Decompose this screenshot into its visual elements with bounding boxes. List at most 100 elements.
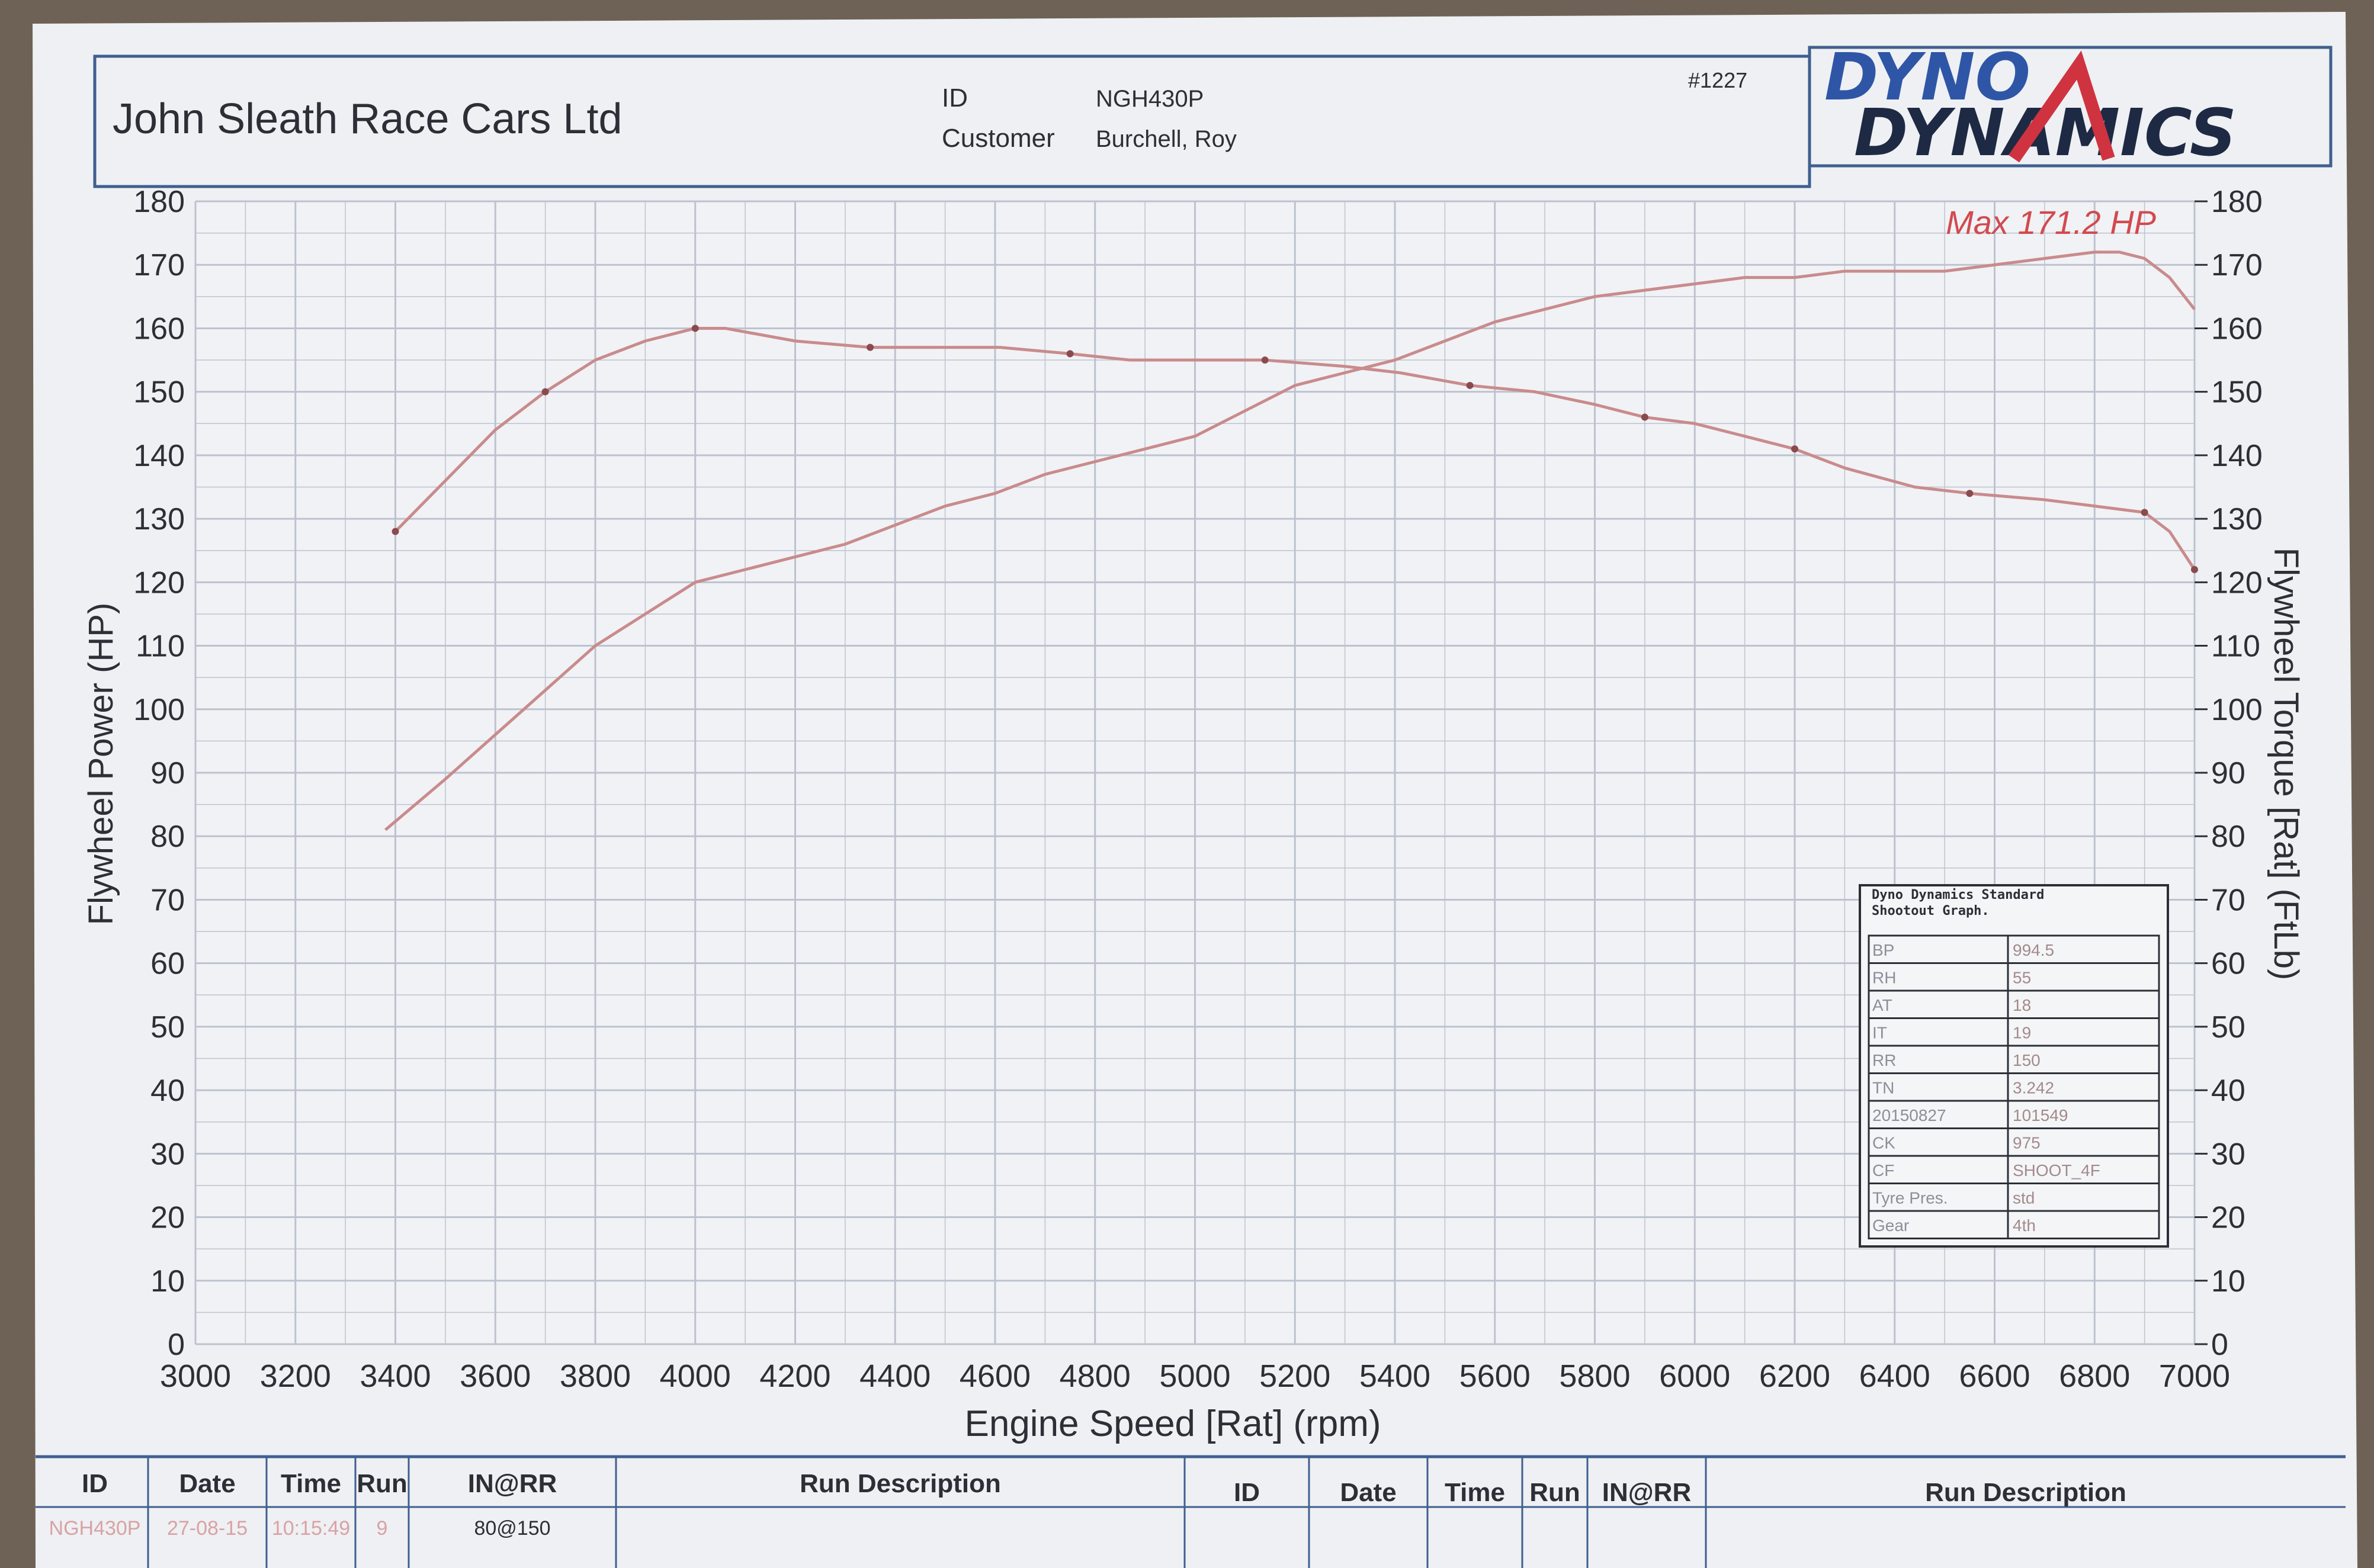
y-left-tick-label: 180	[133, 185, 185, 219]
footer-header-right: Time	[1445, 1478, 1505, 1507]
footer-row-cell: 9	[377, 1517, 388, 1540]
x-tick-label: 4800	[1060, 1358, 1131, 1394]
y-left-tick-label: 170	[133, 248, 185, 282]
shootout-frame	[1859, 884, 2169, 1248]
x-tick-label: 4000	[660, 1358, 731, 1394]
y-axis-right-label: Flywheel Torque [Rat] (FtLb)	[2267, 548, 2305, 981]
x-tick-label: 3000	[160, 1358, 231, 1394]
footer-header-left: Run Description	[800, 1469, 1001, 1498]
y-right-tick-label: 30	[2211, 1137, 2245, 1171]
footer-table: ID Date Time Run IN@RR Run Description ID Date T…	[36, 1455, 2346, 1568]
shootout-value: 4th	[2013, 1216, 2036, 1235]
torque-point	[1791, 445, 1798, 453]
dyno-dynamics-logo: DYNO DYNAMICS	[1824, 39, 2237, 171]
torque-point	[1641, 413, 1648, 421]
y-right-tick-label: 60	[2211, 947, 2245, 981]
footer-header-right: ID	[1234, 1478, 1260, 1507]
shootout-title-line1: Dyno Dynamics Standard	[1872, 888, 2044, 902]
torque-point	[2191, 565, 2198, 573]
x-tick-label: 6800	[2059, 1358, 2130, 1394]
y-left-tick-label: 10	[150, 1264, 185, 1299]
y-left-tick-label: 130	[133, 502, 185, 536]
footer-header-left: IN@RR	[468, 1469, 557, 1498]
shootout-key: CF	[1872, 1161, 1894, 1180]
torque-curve	[394, 326, 2196, 571]
footer-row-cell: 27-08-15	[167, 1517, 248, 1540]
x-tick-label: 7000	[2159, 1358, 2230, 1394]
y-right-tick-label: 20	[2211, 1201, 2245, 1235]
x-tick-label: 5800	[1559, 1358, 1630, 1394]
x-tick-label: 6400	[1859, 1358, 1930, 1394]
y-right-tick-label: 170	[2211, 248, 2263, 282]
torque-point	[1966, 490, 1974, 497]
y-right-tick-label: 160	[2211, 311, 2263, 346]
shootout-key: BP	[1872, 941, 1894, 959]
x-tick-label: 5000	[1159, 1358, 1230, 1394]
customer-value: Burchell, Roy	[1096, 126, 1237, 152]
shootout-value: 55	[2013, 969, 2031, 987]
y-left-tick-label: 60	[150, 947, 185, 981]
shootout-key: Gear	[1872, 1216, 1909, 1235]
shootout-key: RR	[1872, 1051, 1896, 1069]
footer-row-cell: NGH430P	[49, 1517, 141, 1540]
torque-point	[691, 324, 699, 332]
logo-frame	[1808, 46, 2333, 168]
shootout-value: 3.242	[2013, 1079, 2054, 1097]
footer-header-right: Run	[1529, 1478, 1580, 1507]
footer-row-cell: 80@150	[474, 1517, 550, 1540]
footer-header-left: Time	[281, 1469, 341, 1498]
header: John Sleath Race Cars Ltd ID NGH430P Cus…	[93, 39, 2333, 188]
x-tick-label: 3200	[260, 1358, 331, 1394]
x-tick-label: 6200	[1759, 1358, 1830, 1394]
y-right-tick-label: 80	[2211, 820, 2245, 854]
y-left-tick-label: 50	[150, 1010, 185, 1045]
footer-header-left: Run	[357, 1469, 408, 1498]
y-right-tick-label: 100	[2211, 693, 2263, 727]
x-tick-label: 4200	[759, 1358, 830, 1394]
x-axis-ticks: 3000 3200 3400 3600 3800 4000 4200 4400 4600 4800…	[160, 1358, 2230, 1394]
y-left-tick-label: 150	[133, 375, 185, 410]
footer-header-right: IN@RR	[1602, 1478, 1691, 1507]
y-left-tick-label: 140	[133, 439, 185, 473]
shootout-value: 19	[2013, 1024, 2031, 1042]
shootout-title-line2: Shootout Graph.	[1872, 904, 1990, 918]
torque-point	[1466, 381, 1474, 389]
shootout-value: 994.5	[2013, 941, 2054, 959]
footer-cells: ID Date Time Run IN@RR Run Description ID Date T…	[49, 1457, 2126, 1568]
torque-point	[1261, 356, 1269, 364]
logo-word-dyno: DYNO	[1824, 39, 2030, 115]
y-axis-right-ticks: 0 10 20 30 40 50 60 70 80 90 100 110 120 130 140 150 160…	[2195, 185, 2263, 1362]
power-curve	[384, 250, 2196, 831]
shootout-key: 20150827	[1872, 1106, 1946, 1124]
dyno-chart: 3000 3200 3400 3600 3800 4000 4200 4400 4600 4800…	[82, 185, 2305, 1444]
torque-point	[541, 388, 549, 396]
shootout-value: std	[2013, 1189, 2035, 1207]
footer-header-left: Date	[179, 1469, 235, 1498]
x-tick-label: 4600	[960, 1358, 1031, 1394]
y-left-tick-label: 110	[136, 629, 185, 664]
max-power-annotation: Max 171.2 HP	[1946, 204, 2156, 241]
series-group	[384, 250, 2198, 831]
y-left-tick-label: 70	[150, 883, 185, 917]
y-right-tick-label: 40	[2211, 1074, 2245, 1108]
company-name: John Sleath Race Cars Ltd	[113, 95, 622, 143]
x-tick-label: 4400	[859, 1358, 931, 1394]
sheet-number: #1227	[1688, 68, 1747, 92]
id-value: NGH430P	[1096, 86, 1204, 112]
y-right-tick-label: 50	[2211, 1010, 2245, 1045]
y-right-tick-label: 150	[2211, 375, 2263, 410]
y-left-tick-label: 30	[150, 1137, 185, 1171]
x-tick-label: 3400	[360, 1358, 431, 1394]
shootout-value: 18	[2013, 996, 2031, 1014]
y-right-tick-label: 0	[2211, 1328, 2228, 1362]
shootout-value: SHOOT_4F	[2013, 1161, 2100, 1180]
torque-point	[1066, 350, 1074, 358]
y-left-tick-label: 90	[150, 756, 185, 791]
y-left-tick-label: 100	[133, 693, 185, 727]
y-axis-left-ticks: 0 10 20 30 40 50 60 70 80 90 100 110 120 130 140 150 160…	[133, 185, 185, 1362]
shootout-table-frame	[1868, 934, 2160, 1239]
x-tick-label: 6000	[1659, 1358, 1730, 1394]
y-right-tick-label: 70	[2211, 883, 2245, 917]
y-left-tick-label: 120	[133, 565, 185, 600]
